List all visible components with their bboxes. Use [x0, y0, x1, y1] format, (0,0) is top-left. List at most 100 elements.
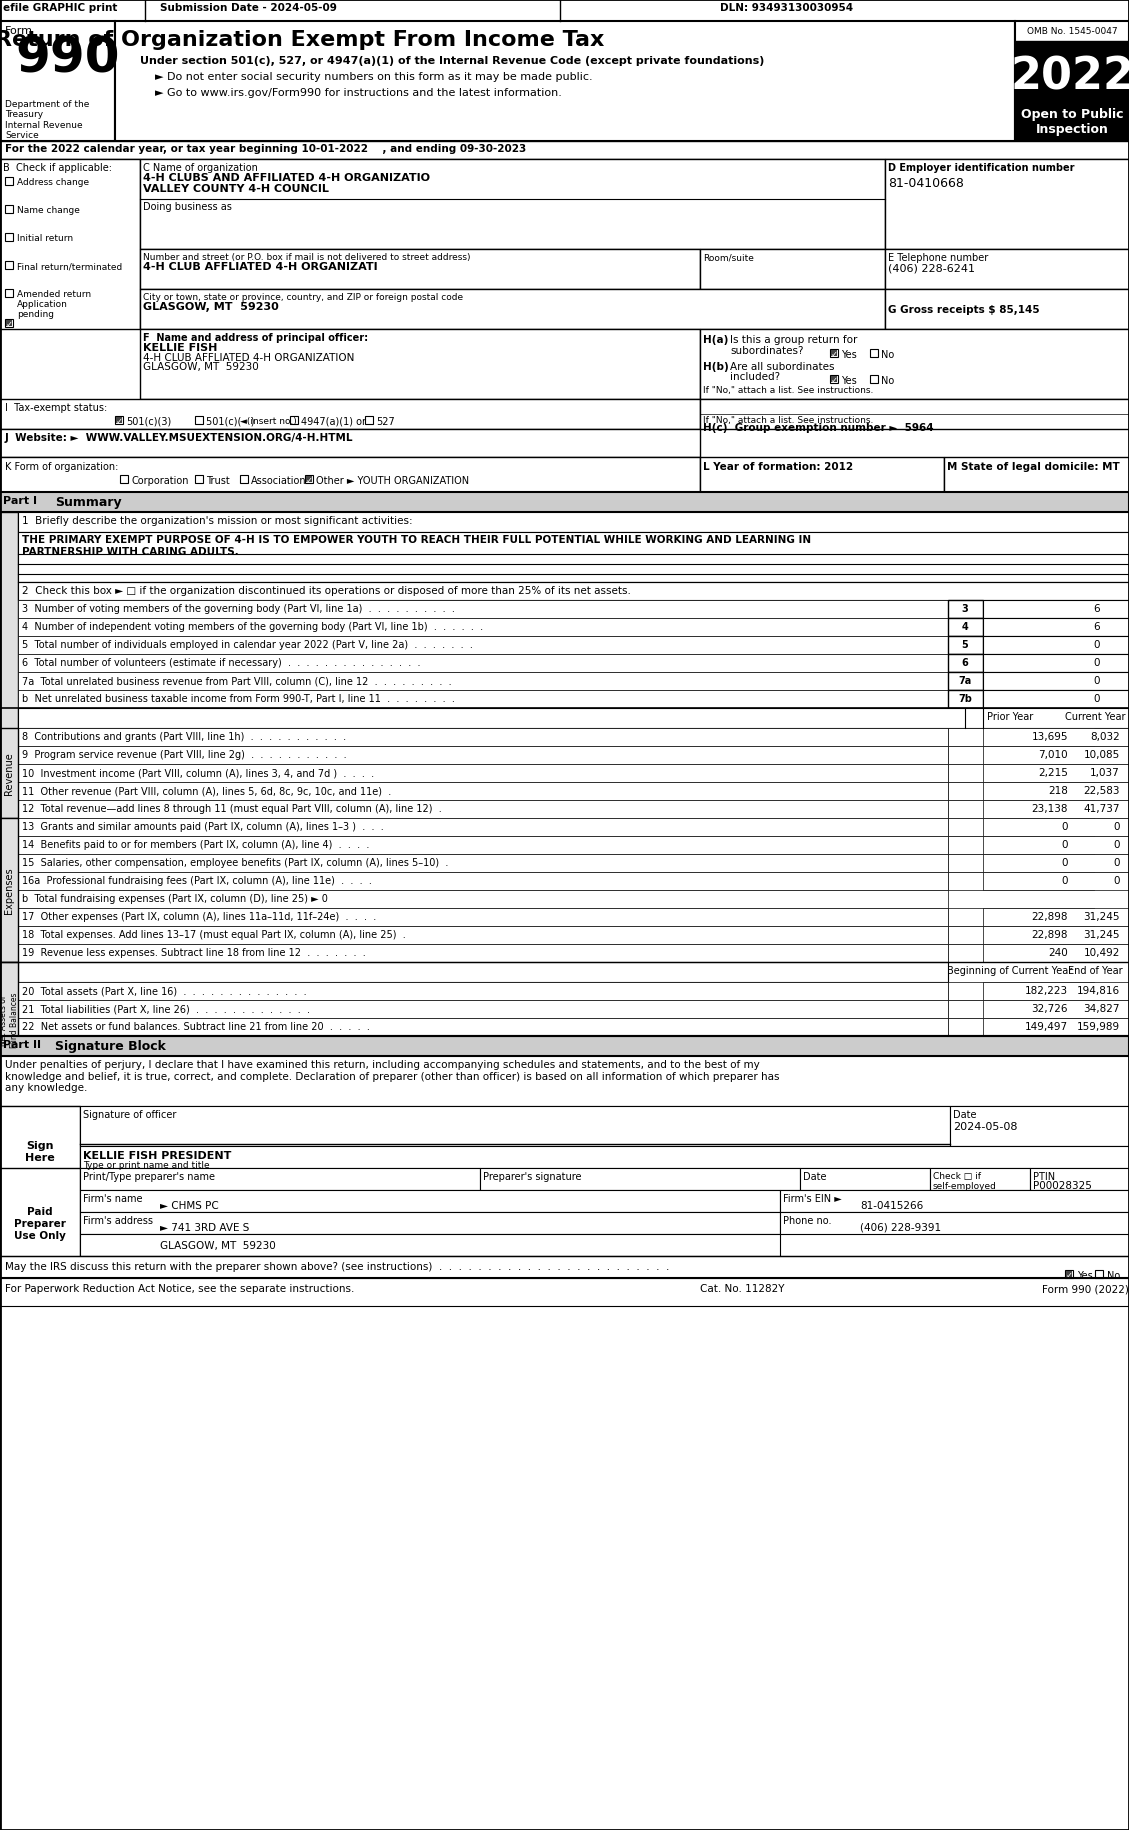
Text: 11  Other revenue (Part VIII, column (A), lines 5, 6d, 8c, 9c, 10c, and 11e)  .: 11 Other revenue (Part VIII, column (A),…	[21, 785, 392, 796]
Text: 41,737: 41,737	[1084, 803, 1120, 814]
Bar	[800, 1168, 930, 1190]
Bar	[18, 1019, 948, 1036]
Text: 10,492: 10,492	[1084, 948, 1120, 957]
Bar	[305, 476, 313, 483]
Text: Other ► YOUTH ORGANIZATION: Other ► YOUTH ORGANIZATION	[316, 476, 470, 485]
Text: 2024-05-08: 2024-05-08	[953, 1122, 1017, 1131]
Text: B  Check if applicable:: B Check if applicable:	[3, 163, 112, 172]
Bar	[983, 926, 1129, 944]
Bar	[18, 963, 948, 983]
Text: Yes: Yes	[1077, 1270, 1093, 1281]
Bar	[18, 600, 948, 619]
Text: 0: 0	[1061, 840, 1068, 849]
Bar	[5, 262, 14, 269]
Bar	[1065, 1270, 1073, 1279]
Text: Amended return: Amended return	[17, 289, 91, 298]
Text: 1,037: 1,037	[1091, 767, 1120, 778]
Text: J  Website: ►  WWW.VALLEY.MSUEXTENSION.ORG/4-H.HTML: J Website: ► WWW.VALLEY.MSUEXTENSION.ORG…	[5, 432, 353, 443]
Bar	[0, 430, 700, 458]
Text: 81-0410668: 81-0410668	[889, 178, 964, 190]
Text: 0: 0	[1061, 822, 1068, 831]
Text: If "No," attach a list. See instructions.: If "No," attach a list. See instructions…	[703, 415, 874, 425]
Bar	[80, 1233, 780, 1257]
Text: 0: 0	[1113, 822, 1120, 831]
Bar	[0, 818, 18, 963]
Text: Preparer's signature: Preparer's signature	[483, 1171, 581, 1182]
Text: Phone no.: Phone no.	[784, 1215, 831, 1226]
Text: Date: Date	[803, 1171, 826, 1182]
Bar	[948, 818, 1094, 836]
Text: 0: 0	[1113, 875, 1120, 886]
Bar	[983, 855, 1129, 873]
Text: Initial return: Initial return	[17, 234, 73, 243]
Text: I  Tax-exempt status:: I Tax-exempt status:	[5, 403, 107, 414]
Bar	[5, 234, 14, 242]
Bar	[983, 600, 1129, 619]
Bar	[0, 1257, 1129, 1279]
Text: 7b: 7b	[959, 694, 972, 703]
Bar	[948, 655, 983, 673]
Bar	[18, 926, 948, 944]
Bar	[948, 1001, 1094, 1019]
Text: May the IRS discuss this return with the preparer shown above? (see instructions: May the IRS discuss this return with the…	[5, 1261, 669, 1272]
Bar	[0, 1107, 80, 1197]
Text: 7a: 7a	[959, 675, 972, 686]
Bar	[18, 944, 948, 963]
Bar	[885, 159, 1129, 251]
Text: Signature of officer: Signature of officer	[84, 1109, 176, 1120]
Bar	[700, 399, 1129, 430]
Text: Department of the
Treasury
Internal Revenue
Service: Department of the Treasury Internal Reve…	[5, 101, 89, 141]
Text: Summary: Summary	[55, 496, 122, 509]
Text: 182,223: 182,223	[1025, 986, 1068, 996]
Bar	[948, 673, 983, 690]
Bar	[944, 458, 1129, 492]
Bar	[700, 458, 944, 492]
Text: VALLEY COUNTY 4-H COUNCIL: VALLEY COUNTY 4-H COUNCIL	[143, 183, 329, 194]
Text: Beginning of Current Year: Beginning of Current Year	[947, 966, 1073, 975]
Bar	[983, 673, 1129, 690]
Text: 15  Salaries, other compensation, employee benefits (Part IX, column (A), lines : 15 Salaries, other compensation, employe…	[21, 858, 448, 867]
Bar	[983, 747, 1129, 765]
Text: Form: Form	[5, 26, 33, 37]
Text: Cat. No. 11282Y: Cat. No. 11282Y	[700, 1283, 785, 1294]
Text: Are all subordinates: Are all subordinates	[730, 362, 834, 371]
Bar	[1066, 1272, 1073, 1277]
Bar	[18, 765, 948, 783]
Text: 4  Number of independent voting members of the governing body (Part VI, line 1b): 4 Number of independent voting members o…	[21, 622, 483, 631]
Text: 0: 0	[1061, 875, 1068, 886]
Text: ✓: ✓	[831, 350, 838, 359]
Bar	[948, 747, 1094, 765]
Text: ► Do not enter social security numbers on this form as it may be made public.: ► Do not enter social security numbers o…	[155, 71, 593, 82]
Bar	[80, 1146, 1129, 1168]
Bar	[0, 1168, 80, 1279]
Text: 8  Contributions and grants (Part VIII, line 1h)  .  .  .  .  .  .  .  .  .  .  : 8 Contributions and grants (Part VIII, l…	[21, 732, 347, 741]
Bar	[983, 619, 1129, 637]
Text: Under penalties of perjury, I declare that I have examined this return, includin: Under penalties of perjury, I declare th…	[5, 1060, 779, 1093]
Text: D Employer identification number: D Employer identification number	[889, 163, 1075, 172]
Bar	[983, 637, 1129, 655]
Text: 4-H CLUBS AND AFFILIATED 4-H ORGANIZATIO: 4-H CLUBS AND AFFILIATED 4-H ORGANIZATIO	[143, 172, 430, 183]
Bar	[120, 476, 128, 483]
Text: C Name of organization: C Name of organization	[143, 163, 257, 172]
Bar	[0, 143, 1129, 159]
Text: b  Total fundraising expenses (Part IX, column (D), line 25) ► 0: b Total fundraising expenses (Part IX, c…	[21, 893, 327, 904]
Text: OMB No. 1545-0047: OMB No. 1545-0047	[1026, 27, 1118, 37]
Text: KELLIE FISH PRESIDENT: KELLIE FISH PRESIDENT	[84, 1151, 231, 1160]
Bar	[18, 690, 948, 708]
Bar	[830, 350, 838, 359]
Text: 3: 3	[962, 604, 969, 613]
Bar	[290, 417, 298, 425]
Bar	[1095, 1270, 1103, 1279]
Text: Address change: Address change	[17, 178, 89, 187]
Text: 501(c)(3): 501(c)(3)	[126, 417, 172, 426]
Text: 17  Other expenses (Part IX, column (A), lines 11a–11d, 11f–24e)  .  .  .  .: 17 Other expenses (Part IX, column (A), …	[21, 911, 376, 922]
Bar	[948, 908, 1094, 926]
Bar	[0, 512, 18, 792]
Bar	[948, 855, 1094, 873]
Text: Open to Public
Inspection: Open to Public Inspection	[1021, 108, 1123, 135]
Text: 32,726: 32,726	[1032, 1003, 1068, 1014]
Bar	[18, 533, 1129, 582]
Bar	[948, 1019, 1094, 1036]
Text: H(c)  Group exemption number ►  5964: H(c) Group exemption number ► 5964	[703, 423, 934, 432]
Text: ► Go to www.irs.gov/Form990 for instructions and the latest information.: ► Go to www.irs.gov/Form990 for instruct…	[155, 88, 562, 99]
